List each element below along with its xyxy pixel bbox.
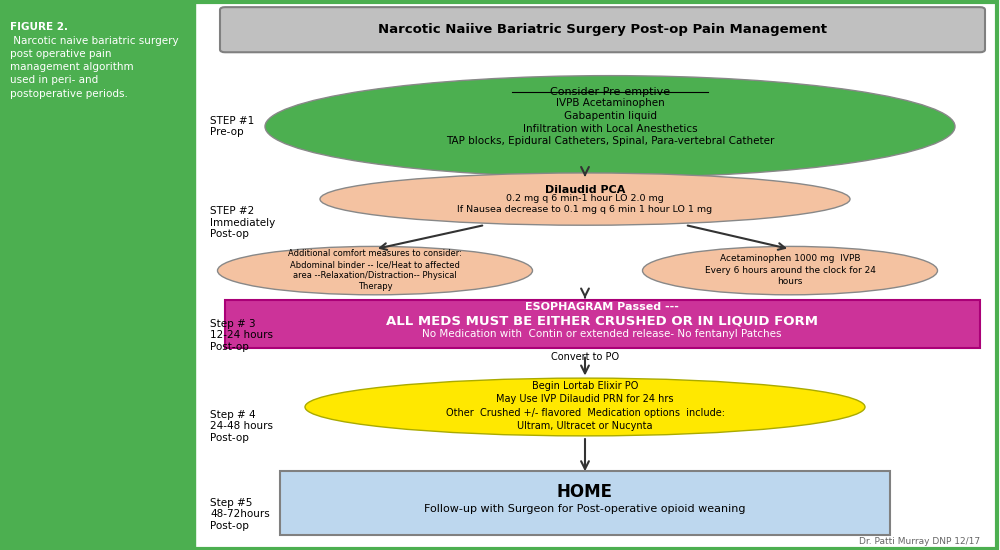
- FancyBboxPatch shape: [220, 7, 985, 52]
- Text: Begin Lortab Elixir PO
May Use IVP Dilaudid PRN for 24 hrs
Other  Crushed +/- fl: Begin Lortab Elixir PO May Use IVP Dilau…: [446, 381, 724, 431]
- Text: Step # 3
12-24 hours
Post-op: Step # 3 12-24 hours Post-op: [210, 319, 273, 352]
- Text: STEP #1
Pre-op: STEP #1 Pre-op: [210, 116, 254, 138]
- Text: ESOPHAGRAM Passed ---: ESOPHAGRAM Passed ---: [525, 302, 679, 312]
- FancyBboxPatch shape: [0, 0, 195, 550]
- Text: STEP #2
Immediately
Post-op: STEP #2 Immediately Post-op: [210, 206, 275, 239]
- Text: Additional comfort measures to consider:
Abdominal binder -- Ice/Heat to affecte: Additional comfort measures to consider:…: [288, 249, 462, 292]
- Text: Step #5
48-72hours
Post-op: Step #5 48-72hours Post-op: [210, 498, 270, 531]
- Ellipse shape: [305, 378, 865, 436]
- Text: Consider Pre-emptive: Consider Pre-emptive: [550, 87, 670, 97]
- Text: Narcotic naive bariatric surgery
post operative pain
management algorithm
used i: Narcotic naive bariatric surgery post op…: [10, 36, 179, 98]
- Text: Dr. Patti Murray DNP 12/17: Dr. Patti Murray DNP 12/17: [859, 537, 980, 546]
- Text: HOME: HOME: [557, 483, 613, 502]
- Text: Follow-up with Surgeon for Post-operative opioid weaning: Follow-up with Surgeon for Post-operativ…: [424, 504, 746, 514]
- Text: IVPB Acetaminophen
Gabapentin liquid
Infiltration with Local Anesthetics
TAP blo: IVPB Acetaminophen Gabapentin liquid Inf…: [446, 98, 774, 146]
- Text: No Medication with  Contin or extended release- No fentanyl Patches: No Medication with Contin or extended re…: [422, 329, 782, 339]
- FancyBboxPatch shape: [280, 471, 890, 535]
- Text: Dilaudid PCA: Dilaudid PCA: [545, 185, 625, 195]
- Text: Narcotic Naiive Bariatric Surgery Post-op Pain Management: Narcotic Naiive Bariatric Surgery Post-o…: [378, 23, 826, 36]
- Text: Step # 4
24-48 hours
Post-op: Step # 4 24-48 hours Post-op: [210, 410, 273, 443]
- FancyBboxPatch shape: [225, 300, 980, 348]
- Text: Convert to PO: Convert to PO: [551, 352, 619, 362]
- Text: ALL MEDS MUST BE EITHER CRUSHED OR IN LIQUID FORM: ALL MEDS MUST BE EITHER CRUSHED OR IN LI…: [386, 315, 818, 328]
- Text: Acetaminophen 1000 mg  IVPB
Every 6 hours around the clock for 24
hours: Acetaminophen 1000 mg IVPB Every 6 hours…: [705, 254, 875, 286]
- Text: FIGURE 2.: FIGURE 2.: [10, 22, 68, 32]
- Ellipse shape: [218, 246, 532, 295]
- Ellipse shape: [642, 246, 938, 295]
- Ellipse shape: [265, 75, 955, 177]
- Ellipse shape: [320, 173, 850, 225]
- Text: 0.2 mg q 6 min-1 hour LO 2.0 mg
If Nausea decrease to 0.1 mg q 6 min 1 hour LO 1: 0.2 mg q 6 min-1 hour LO 2.0 mg If Nause…: [457, 194, 713, 213]
